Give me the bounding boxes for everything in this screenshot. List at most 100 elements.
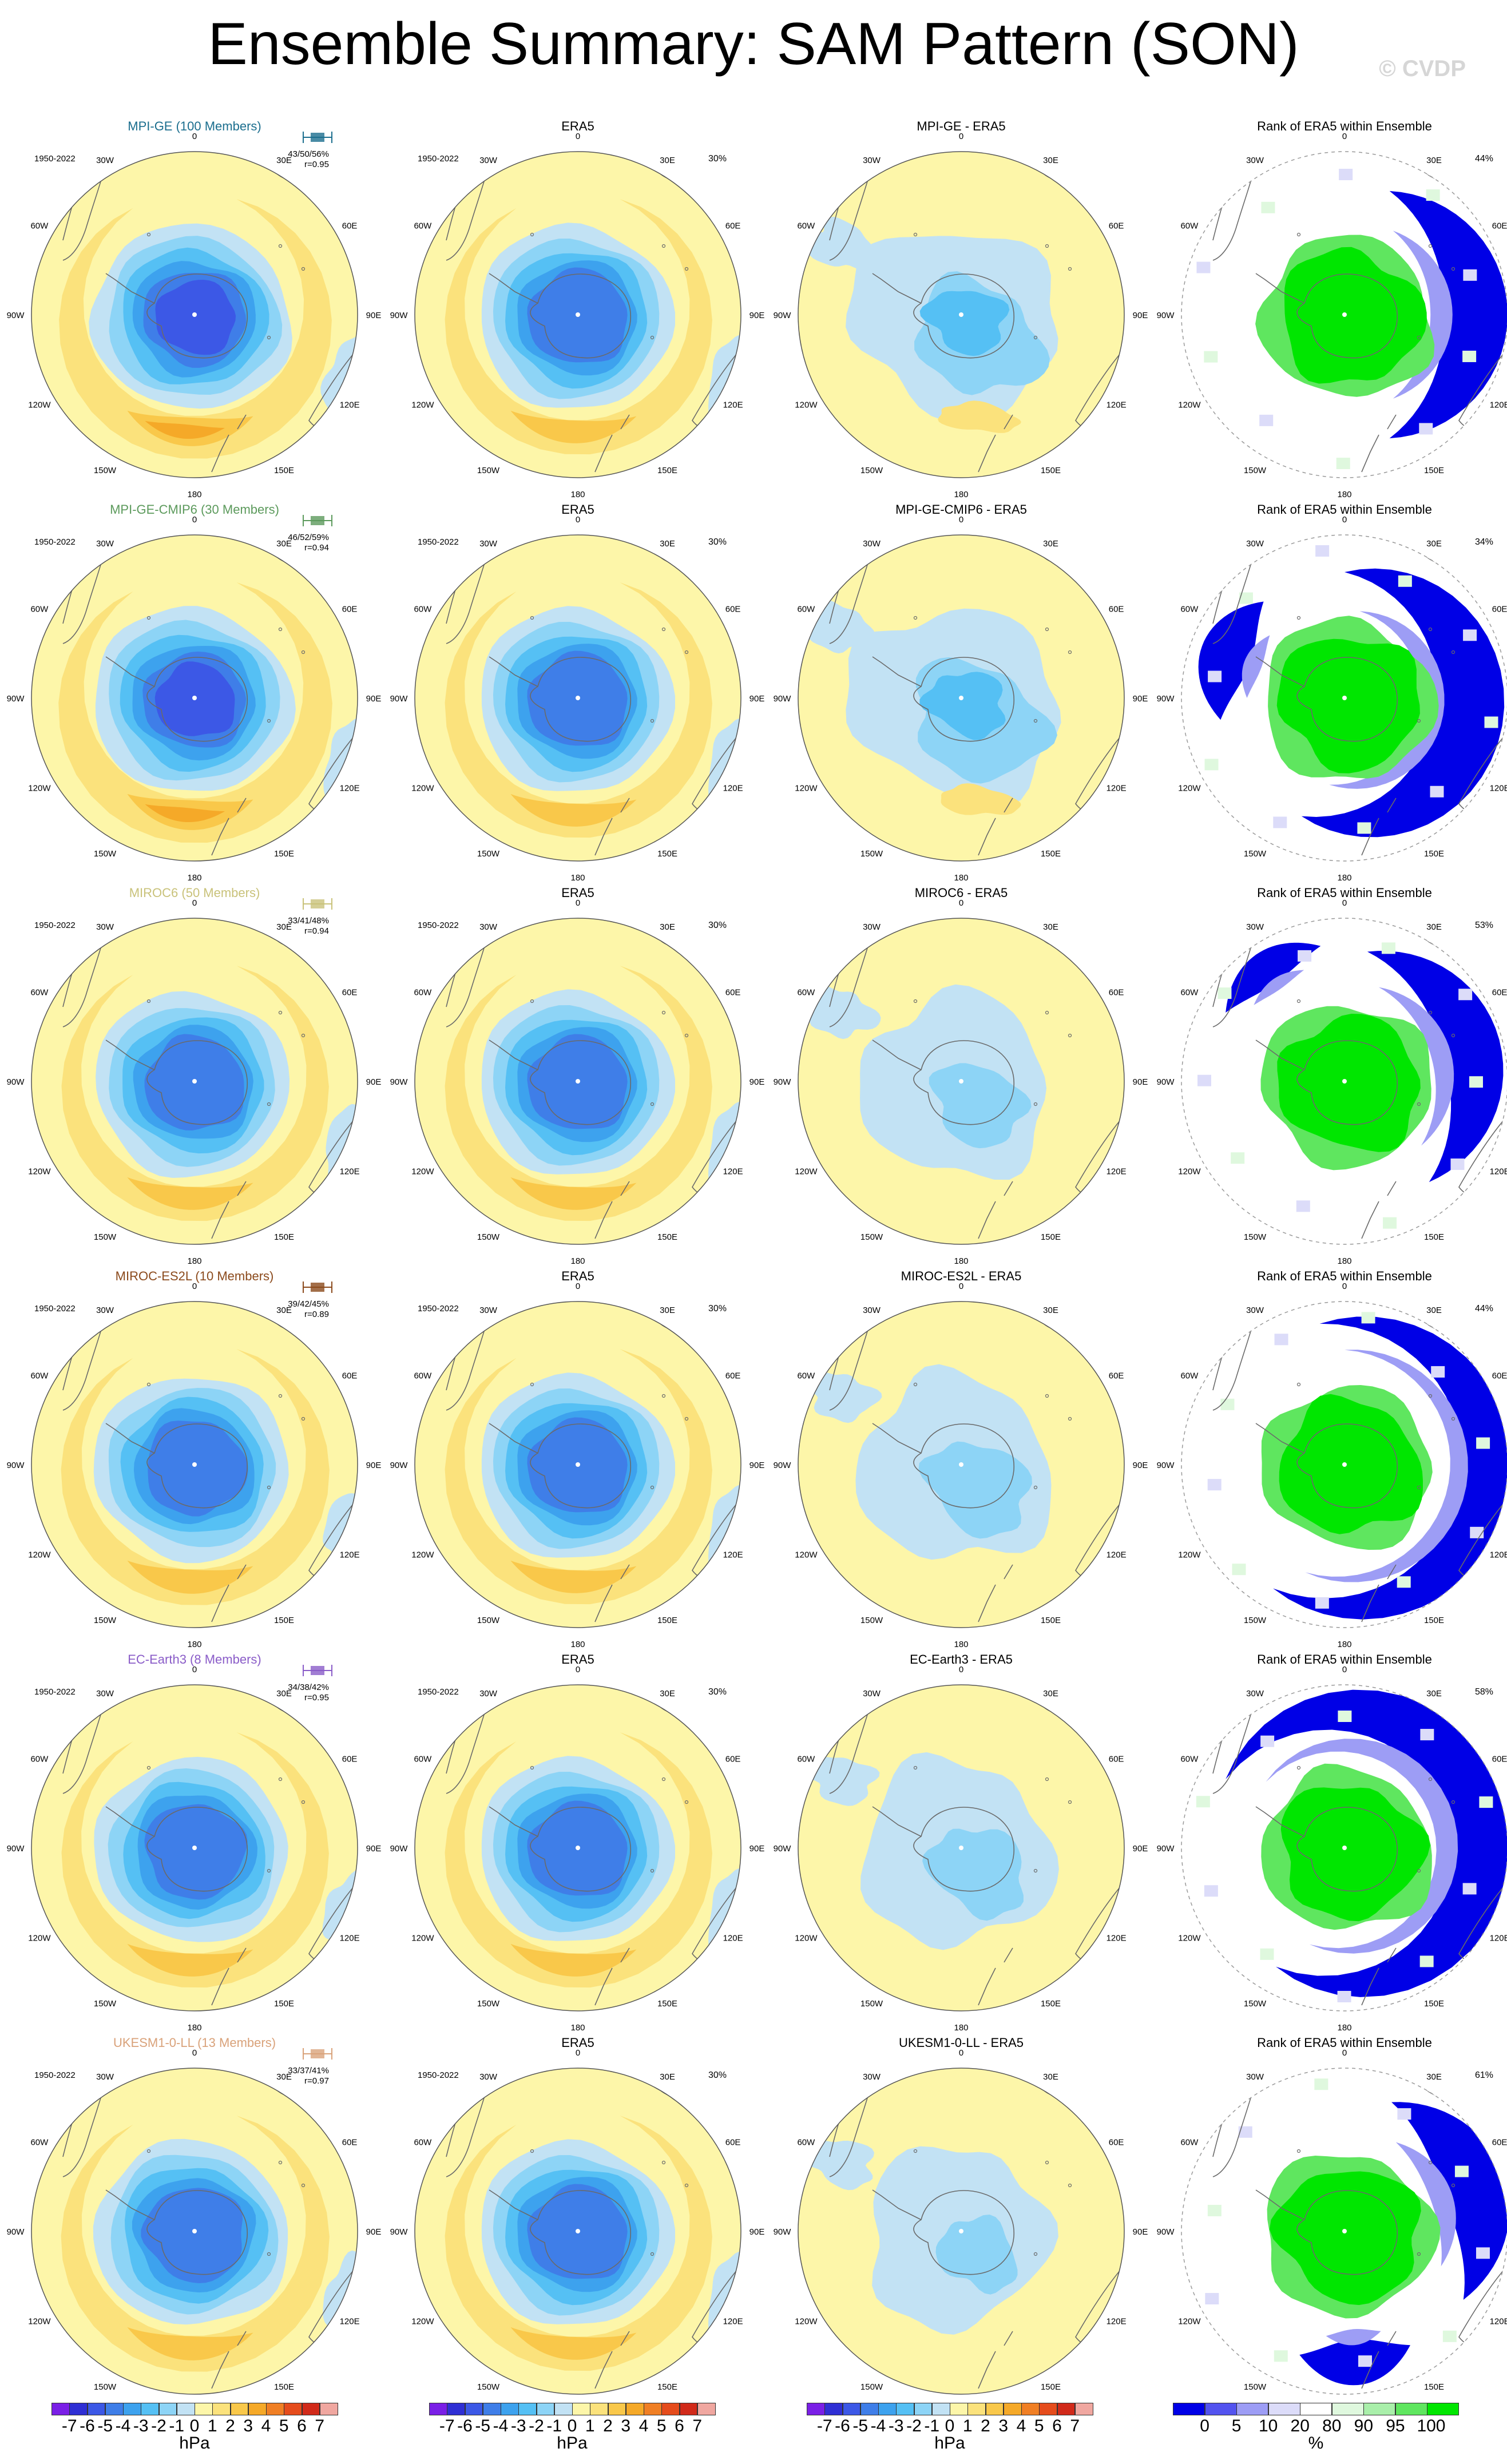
longitude-label: 30E bbox=[1426, 539, 1442, 549]
colorbar-swatch bbox=[824, 2403, 843, 2415]
colorbar-tick-label: -2 bbox=[151, 2417, 166, 2435]
longitude-label: 90E bbox=[1133, 1844, 1148, 1854]
longitude-label: 0 bbox=[959, 1665, 963, 1675]
longitude-label: 60E bbox=[342, 1371, 358, 1381]
era5-panel: ERA5 1950-2022 30% 0 30E 60E 90E 120E 150E 180 150… bbox=[390, 886, 765, 1266]
longitude-label: 150E bbox=[657, 849, 677, 859]
colorbar-tick-label: 7 bbox=[315, 2417, 325, 2435]
period-label: 1950-2022 bbox=[34, 537, 76, 547]
longitude-label: 150W bbox=[860, 466, 883, 475]
longitude-label: 0 bbox=[576, 2048, 580, 2058]
colorbar-swatch bbox=[1204, 2403, 1237, 2415]
longitude-label: 150W bbox=[860, 2382, 883, 2392]
colorbar-swatch bbox=[985, 2403, 1004, 2415]
colorbar-swatch bbox=[679, 2403, 698, 2415]
colorbar-tick-label: 3 bbox=[998, 2417, 1009, 2435]
longitude-label: 60W bbox=[797, 2138, 815, 2148]
longitude-label: 120E bbox=[1107, 1550, 1127, 1560]
longitude-label: 0 bbox=[959, 132, 963, 141]
longitude-label: 0 bbox=[1342, 132, 1347, 141]
contour-field bbox=[31, 1685, 358, 2011]
pattern-correlation: r=0.94 bbox=[304, 543, 329, 553]
model-panel: MIROC6 (50 Members) 1950-2022 33/41/48%r=0… bbox=[7, 886, 382, 1266]
colorbar-swatch bbox=[608, 2403, 626, 2415]
longitude-label: 30W bbox=[1246, 922, 1264, 932]
longitude-label: 30E bbox=[1043, 1689, 1058, 1699]
hpa-colorbar-col1: -7 -6 -5 -4 -3 -2 -1 0 1 2 3 4 5 6 7 hPa bbox=[51, 2403, 338, 2454]
longitude-label: 120W bbox=[411, 784, 434, 793]
model-panel: MPI-GE-CMIP6 (30 Members) 1950-2022 46/52/… bbox=[7, 502, 382, 883]
longitude-label: 90W bbox=[7, 1077, 25, 1087]
colorbar-tick-label: -7 bbox=[61, 2417, 77, 2435]
panel-title: Rank of ERA5 within Ensemble bbox=[1257, 119, 1432, 133]
rank-panel: Rank of ERA5 within Ensemble 34% 0 30E 60E 90… bbox=[1157, 502, 1507, 883]
longitude-label: 90E bbox=[366, 694, 382, 704]
colorbar-swatch bbox=[1057, 2403, 1076, 2415]
longitude-label: 60E bbox=[342, 221, 358, 231]
longitude-label: 30W bbox=[479, 922, 498, 932]
longitude-label: 120E bbox=[1490, 1934, 1507, 1943]
contour-field bbox=[31, 152, 358, 478]
longitude-label: 60E bbox=[725, 221, 741, 231]
period-label: 1950-2022 bbox=[34, 920, 76, 930]
colorbar-swatch bbox=[266, 2403, 284, 2415]
period-label: 1950-2022 bbox=[418, 920, 459, 930]
era5-variance: 30% bbox=[708, 2070, 727, 2080]
colorbar-swatch bbox=[1395, 2403, 1427, 2415]
colorbar-swatch bbox=[554, 2403, 573, 2415]
longitude-label: 120E bbox=[1107, 1934, 1127, 1943]
longitude-label: 120W bbox=[411, 2317, 434, 2327]
rank-panel: Rank of ERA5 within Ensemble 53% 0 30E 60E 90… bbox=[1157, 886, 1507, 1266]
longitude-label: 90E bbox=[1133, 1461, 1148, 1470]
contour-field bbox=[798, 1302, 1124, 1628]
longitude-label: 150W bbox=[1244, 466, 1267, 475]
row-mpi-ge-cmip6: MPI-GE-CMIP6 (30 Members) 1950-2022 46/52/… bbox=[7, 502, 1507, 883]
longitude-label: 30E bbox=[1043, 539, 1058, 549]
colorbar-swatch bbox=[931, 2403, 950, 2415]
longitude-label: 150E bbox=[657, 466, 677, 475]
map-boundary bbox=[31, 2068, 358, 2395]
longitude-label: 120E bbox=[1490, 1167, 1507, 1177]
era5-variance: 30% bbox=[708, 1687, 727, 1697]
longitude-label: 120E bbox=[340, 1167, 360, 1177]
longitude-label: 30E bbox=[1426, 922, 1442, 932]
contour-field bbox=[415, 1685, 741, 2011]
longitude-label: 0 bbox=[192, 515, 197, 525]
colorbar-swatch bbox=[230, 2403, 249, 2415]
longitude-label: 120W bbox=[411, 1167, 434, 1177]
colorbar-swatch bbox=[644, 2403, 662, 2415]
row-miroc6: MIROC6 (50 Members) 1950-2022 33/41/48%r=0… bbox=[7, 886, 1507, 1266]
longitude-label: 30E bbox=[276, 2072, 292, 2082]
longitude-label: 150E bbox=[1041, 1999, 1061, 2009]
longitude-label: 30E bbox=[1043, 922, 1058, 932]
longitude-label: 60E bbox=[342, 1755, 358, 1764]
map-boundary bbox=[31, 534, 358, 862]
longitude-label: 90E bbox=[366, 1077, 382, 1087]
colorbar-tick-label: 5 bbox=[656, 2417, 667, 2435]
colorbar-swatch bbox=[465, 2403, 483, 2415]
longitude-label: 90W bbox=[7, 1461, 25, 1470]
longitude-label: 90E bbox=[1133, 311, 1148, 320]
colorbar-tick-label: -3 bbox=[133, 2417, 149, 2435]
variance-stats: 46/52/59% bbox=[288, 533, 329, 542]
map-boundary bbox=[1181, 1684, 1507, 2011]
map-boundary bbox=[31, 151, 358, 478]
longitude-label: 60E bbox=[1109, 1371, 1124, 1381]
longitude-label: 150E bbox=[274, 1999, 294, 2009]
longitude-label: 180 bbox=[187, 1640, 201, 1649]
page-title: Ensemble Summary: SAM Pattern (SON) bbox=[208, 11, 1299, 77]
map-boundary bbox=[798, 918, 1125, 1245]
longitude-label: 120W bbox=[28, 1934, 51, 1943]
longitude-label: 90W bbox=[1157, 694, 1175, 704]
map-boundary bbox=[798, 1684, 1125, 2011]
colorbar-swatch bbox=[1331, 2403, 1364, 2415]
contour-field bbox=[798, 535, 1124, 861]
longitude-label: 150E bbox=[1424, 2382, 1444, 2392]
longitude-label: 60E bbox=[1492, 988, 1507, 998]
colorbar-tick-label: 5 bbox=[1034, 2417, 1044, 2435]
longitude-label: 120E bbox=[340, 400, 360, 410]
longitude-label: 150E bbox=[1424, 849, 1444, 859]
